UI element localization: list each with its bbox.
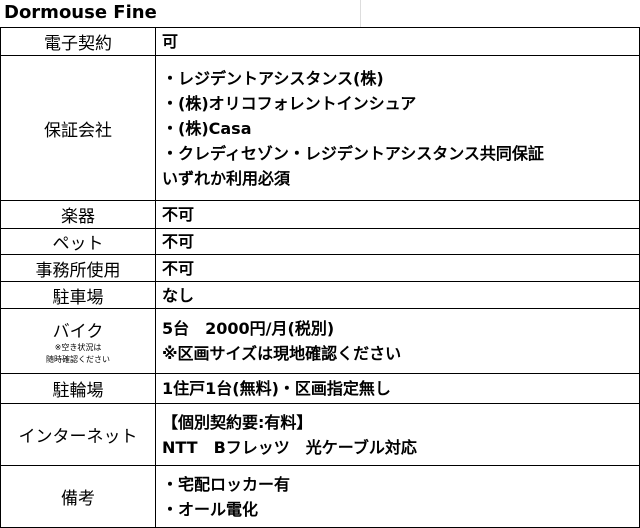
row-value-cell: 不可 <box>155 200 640 229</box>
row-value-line: ・レジデントアシスタンス(株) <box>162 68 384 88</box>
row-label-cell: 駐車場 <box>0 281 156 309</box>
row-label: 楽器 <box>61 207 95 227</box>
row-label-cell: 事務所使用 <box>0 254 156 282</box>
row-label: 駐輪場 <box>52 381 104 401</box>
row-value-line: NTT Bフレッツ 光ケーブル対応 <box>162 437 417 457</box>
row-label: 電子契約 <box>44 34 112 54</box>
row-label: 備考 <box>61 489 95 509</box>
row-value-line: いずれか利用必須 <box>162 168 291 188</box>
title-cell: Dormouse Fine <box>0 0 360 28</box>
row-note: ※空き状況は <box>54 342 102 352</box>
row-value-line: 5台 2000円/月(税別) <box>162 319 335 338</box>
row-value-line: 不可 <box>162 258 195 278</box>
row-note: 随時確認ください <box>46 354 110 364</box>
row-value-line: 不可 <box>162 205 195 224</box>
row-value-line: ・クレディセゾン・レジデントアシスタンス共同保証 <box>162 143 544 163</box>
row-value-cell: 1住戸1台(無料)・区画指定無し <box>155 373 640 404</box>
row-label-cell: 楽器 <box>0 200 156 229</box>
row-label-cell: 備考 <box>0 465 156 528</box>
row-value-cell: 不可 <box>155 254 640 282</box>
row-label: 駐車場 <box>52 287 104 308</box>
row-value-cell: 可 <box>155 27 640 56</box>
row-value-line: ・(株)オリコフォレントインシュア <box>162 93 417 113</box>
row-label-cell: ペット <box>0 228 156 255</box>
row-value-line: 【個別契約要:有料】 <box>162 412 313 432</box>
row-label-cell: 電子契約 <box>0 27 156 56</box>
row-value-line: ・宅配ロッカー有 <box>162 474 291 494</box>
row-label-cell: 駐輪場 <box>0 373 156 404</box>
row-label: バイク <box>52 321 104 342</box>
row-value-cell: なし <box>155 281 640 309</box>
row-value-line: 可 <box>162 32 179 51</box>
row-value-line: ※区画サイズは現地確認ください <box>162 344 402 363</box>
row-value-line: なし <box>162 285 195 305</box>
row-label-cell: バイク ※空き状況は 随時確認ください <box>0 308 156 374</box>
row-value-cell: ・レジデントアシスタンス(株) ・(株)オリコフォレントインシュア ・(株)Casa… <box>155 55 640 201</box>
row-value-line: 1住戸1台(無料)・区画指定無し <box>162 379 391 398</box>
row-value-cell: 不可 <box>155 228 640 255</box>
row-label: 保証会社 <box>44 120 112 141</box>
blank-cell <box>360 0 640 28</box>
row-value-cell: 【個別契約要:有料】 NTT Bフレッツ 光ケーブル対応 <box>155 403 640 466</box>
row-value-cell: 5台 2000円/月(税別) ※区画サイズは現地確認ください <box>155 308 640 374</box>
row-label-cell: インターネット <box>0 403 156 466</box>
row-label-cell: 保証会社 <box>0 55 156 201</box>
row-value-line: 不可 <box>162 232 195 251</box>
row-label: ペット <box>52 234 104 254</box>
row-value-line: ・(株)Casa <box>162 118 252 138</box>
row-value-cell: ・宅配ロッカー有 ・オール電化 <box>155 465 640 528</box>
row-value-line: ・オール電化 <box>162 499 259 519</box>
row-label: インターネット <box>18 427 138 447</box>
row-label: 事務所使用 <box>35 260 121 281</box>
title: Dormouse Fine <box>4 2 157 23</box>
